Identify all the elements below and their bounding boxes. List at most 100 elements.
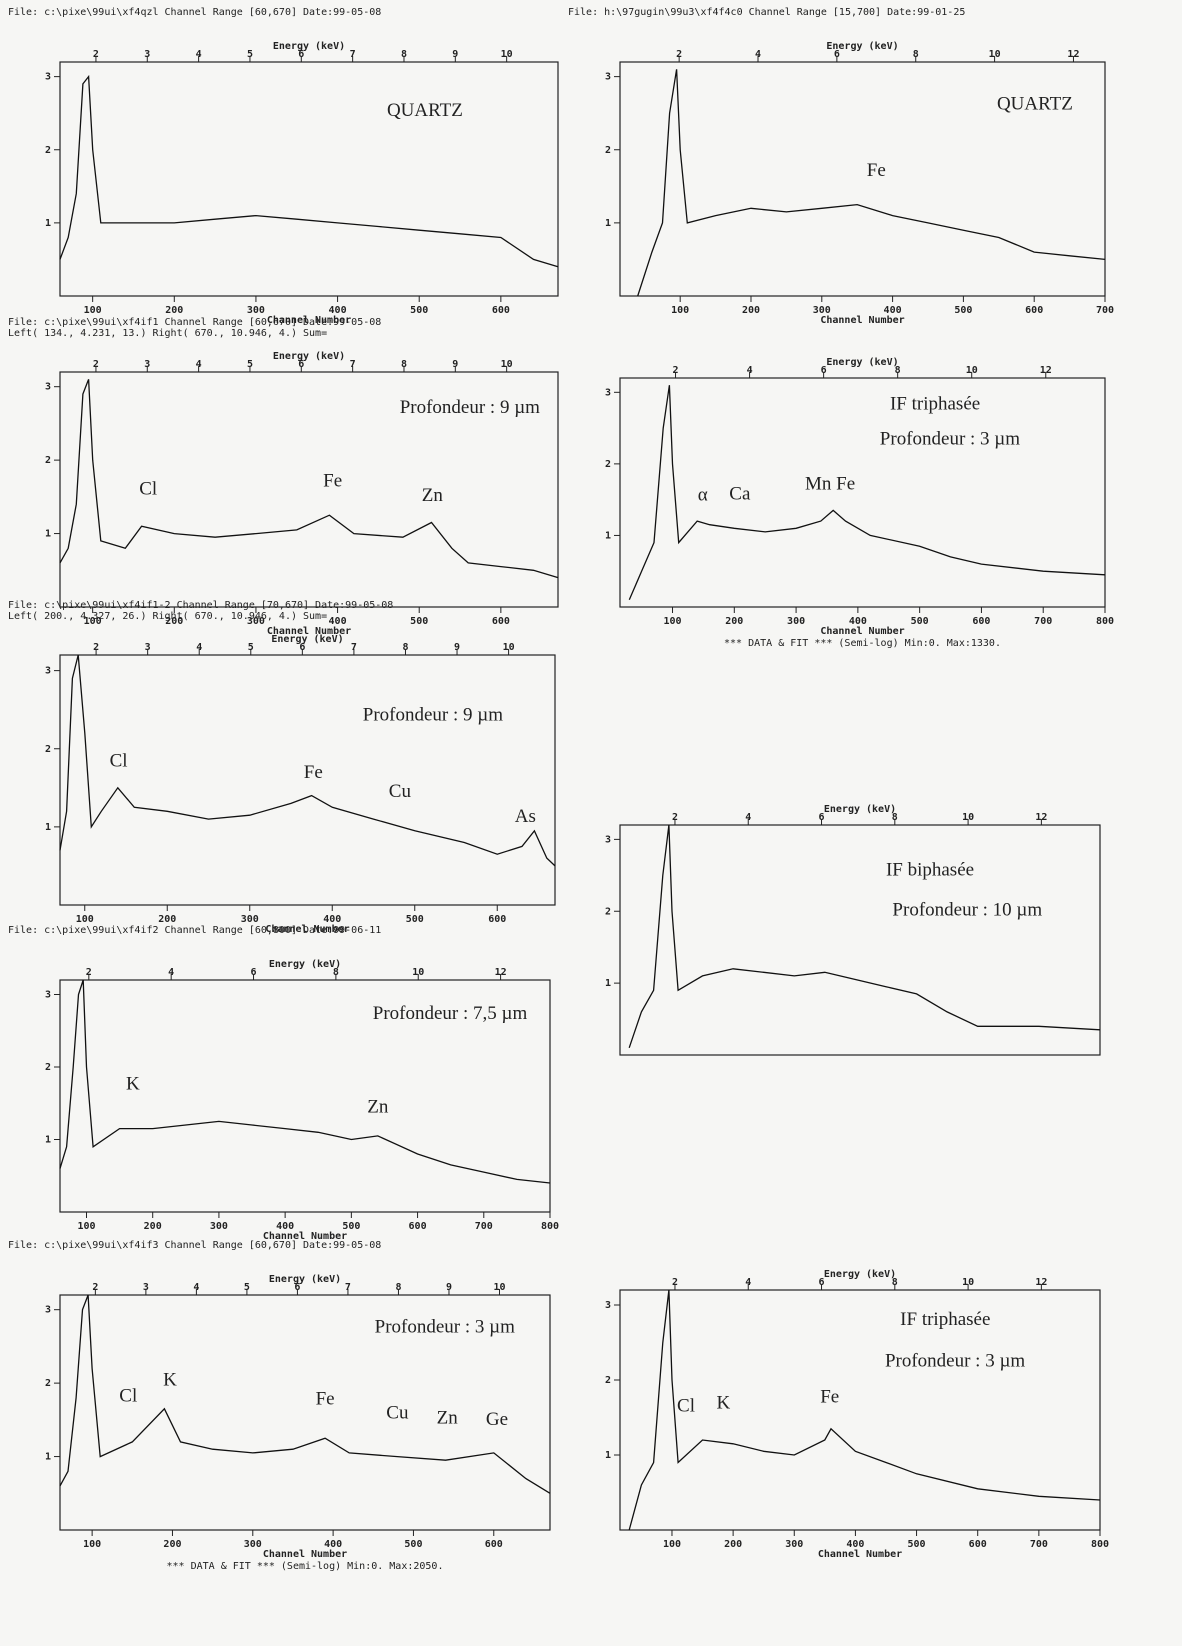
peak-label: IF triphasée <box>900 1309 990 1330</box>
energy-axis-label: Energy (keV) <box>273 41 345 52</box>
energy-axis-label: Energy (keV) <box>273 351 345 362</box>
energy-tick-label: 9 <box>446 1282 452 1293</box>
energy-tick-label: 10 <box>962 1277 974 1288</box>
channel-tick-label: 600 <box>969 1539 987 1550</box>
peak-label: Fe <box>323 471 342 492</box>
peak-label: K <box>163 1369 177 1390</box>
energy-tick-label: 3 <box>143 1282 149 1293</box>
energy-tick-label: 10 <box>962 812 974 823</box>
y-tick-label: 3 <box>45 382 51 393</box>
y-tick-label: 1 <box>45 1452 51 1463</box>
channel-tick-label: 100 <box>663 1539 681 1550</box>
file-header: Left( 200., 4.327, 26.) Right( 670., 10.… <box>8 611 327 622</box>
energy-tick-label: 5 <box>247 359 253 370</box>
y-tick-label: 2 <box>605 145 611 156</box>
plot-frame <box>619 61 1106 297</box>
channel-tick-label: 500 <box>406 914 424 925</box>
channel-tick-label: 300 <box>785 1539 803 1550</box>
energy-tick-label: 6 <box>819 1277 825 1288</box>
energy-tick-label: 2 <box>93 642 99 653</box>
peak-label: α <box>698 484 708 505</box>
channel-tick-label: 500 <box>954 305 972 316</box>
energy-tick-label: 8 <box>913 49 919 60</box>
energy-tick-label: 8 <box>892 1277 898 1288</box>
channel-tick-label: 200 <box>144 1221 162 1232</box>
channel-tick-label: 200 <box>165 616 183 627</box>
footer: *** DATA & FIT *** (Semi-log) Min:0. Max… <box>167 1561 444 1572</box>
peak-label: Cl <box>119 1385 137 1406</box>
channel-tick-label: 700 <box>1096 305 1114 316</box>
energy-axis-label: Energy (keV) <box>269 959 341 970</box>
peak-label: Profondeur : 3 µm <box>885 1350 1025 1371</box>
spectrum-line <box>59 654 556 867</box>
channel-tick-label: 300 <box>247 616 265 627</box>
y-tick-label: 1 <box>605 978 611 989</box>
channel-tick-label: 400 <box>329 616 347 627</box>
channel-tick-label: 100 <box>663 616 681 627</box>
peak-label: Profondeur : 7,5 µm <box>373 1003 528 1024</box>
channel-tick-label: 500 <box>342 1221 360 1232</box>
energy-tick-label: 9 <box>454 642 460 653</box>
file-header: File: c:\pixe\99ui\xf4if1 Channel Range … <box>8 317 381 328</box>
channel-tick-label: 600 <box>492 305 510 316</box>
energy-tick-label: 4 <box>196 359 202 370</box>
y-tick-label: 2 <box>605 459 611 470</box>
energy-tick-label: 6 <box>819 812 825 823</box>
energy-tick-label: 8 <box>402 642 408 653</box>
channel-tick-label: 500 <box>410 616 428 627</box>
peak-label: IF biphasée <box>886 859 974 880</box>
energy-tick-label: 4 <box>196 642 202 653</box>
energy-tick-label: 3 <box>144 359 150 370</box>
peak-label: Ca <box>729 484 751 505</box>
channel-tick-label: 100 <box>84 616 102 627</box>
channel-tick-label: 200 <box>165 305 183 316</box>
spectrum-line <box>628 385 1106 601</box>
channel-axis-label: Channel Number <box>267 626 351 637</box>
channel-axis-label: Channel Number <box>818 1549 902 1560</box>
spectrum-panel: File: c:\pixe\99ui\xf4if3 Channel Range … <box>8 1240 551 1572</box>
peak-label: Fe <box>316 1388 335 1409</box>
channel-tick-label: 600 <box>409 1221 427 1232</box>
energy-tick-label: 6 <box>298 359 304 370</box>
channel-tick-label: 300 <box>813 305 831 316</box>
y-tick-label: 2 <box>45 145 51 156</box>
y-tick-label: 3 <box>45 990 51 1001</box>
plot-frame <box>619 824 1101 1056</box>
energy-tick-label: 6 <box>299 642 305 653</box>
spectrum-panel: File: c:\pixe\99ui\xf4if1 Channel Range … <box>8 317 559 637</box>
peak-label: Ge <box>486 1409 508 1430</box>
peak-label: Cl <box>677 1395 695 1416</box>
y-tick-label: 2 <box>45 1378 51 1389</box>
energy-tick-label: 5 <box>244 1282 250 1293</box>
energy-tick-label: 10 <box>989 49 1001 60</box>
y-tick-label: 3 <box>45 1305 51 1316</box>
peak-label: QUARTZ <box>387 100 463 121</box>
channel-tick-label: 700 <box>475 1221 493 1232</box>
energy-tick-label: 12 <box>1035 812 1047 823</box>
file-header: File: c:\pixe\99ui\xf4qzl Channel Range … <box>8 7 381 18</box>
energy-tick-label: 8 <box>333 967 339 978</box>
channel-axis-label: Channel Number <box>267 315 351 326</box>
peak-label: Fe <box>820 1386 839 1407</box>
energy-axis-label: Energy (keV) <box>826 357 898 368</box>
file-header: File: h:\97gugin\99u3\xf4f4c0 Channel Ra… <box>568 7 965 18</box>
spectrum-line <box>628 824 1101 1049</box>
energy-tick-label: 4 <box>745 1277 751 1288</box>
peak-label: Zn <box>437 1407 459 1428</box>
energy-tick-label: 7 <box>350 49 356 60</box>
energy-tick-label: 8 <box>401 359 407 370</box>
channel-tick-label: 400 <box>846 1539 864 1550</box>
peak-label: Cl <box>110 750 128 771</box>
energy-tick-label: 6 <box>834 49 840 60</box>
file-header: Left( 134., 4.231, 13.) Right( 670., 10.… <box>8 328 327 339</box>
y-tick-label: 2 <box>605 1375 611 1386</box>
energy-tick-label: 2 <box>92 1282 98 1293</box>
energy-tick-label: 3 <box>144 49 150 60</box>
energy-tick-label: 8 <box>895 365 901 376</box>
channel-tick-label: 500 <box>908 1539 926 1550</box>
spectrum-panel: File: c:\pixe\99ui\xf4qzl Channel Range … <box>8 7 559 326</box>
energy-tick-label: 2 <box>672 812 678 823</box>
channel-tick-label: 500 <box>410 305 428 316</box>
energy-tick-label: 12 <box>495 967 507 978</box>
peak-label: QUARTZ <box>997 94 1073 115</box>
